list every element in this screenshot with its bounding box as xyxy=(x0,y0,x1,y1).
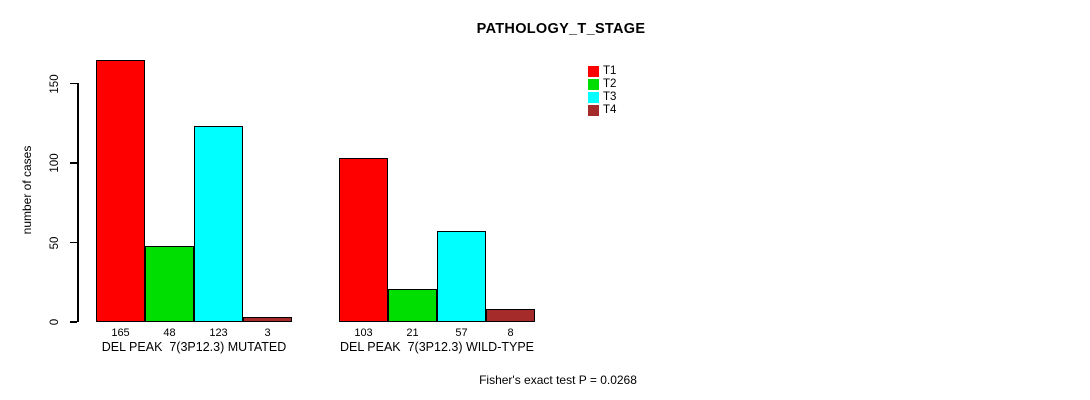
bar-t4-group1 xyxy=(243,317,292,322)
y-axis-tick-label: 0 xyxy=(49,318,61,326)
y-axis-tick-label: 150 xyxy=(49,73,61,94)
legend-item-t1: T1 xyxy=(588,65,616,78)
legend-swatch-t3 xyxy=(588,92,599,103)
bar-value-label: 3 xyxy=(264,327,271,339)
bar-value-label: 165 xyxy=(111,327,130,339)
bar-t2-group1 xyxy=(145,245,194,322)
chart-title: PATHOLOGY_T_STAGE xyxy=(476,21,646,37)
y-axis-label: number of cases xyxy=(20,145,34,235)
y-axis-line xyxy=(77,83,79,322)
group-label: DEL PEAK 7(3P12.3) MUTATED xyxy=(101,340,287,354)
y-axis-tick-label: 50 xyxy=(49,236,61,249)
bar-value-label: 123 xyxy=(209,327,228,339)
bar-value-label: 8 xyxy=(507,327,514,339)
bar-t3-group2 xyxy=(437,231,486,322)
bar-value-label: 21 xyxy=(406,327,419,339)
legend-item-t4: T4 xyxy=(588,104,616,117)
bar-value-label: 103 xyxy=(354,327,373,339)
legend-swatch-t2 xyxy=(588,79,599,90)
legend-label-t3: T3 xyxy=(603,91,617,103)
bar-value-label: 57 xyxy=(455,327,468,339)
y-axis-tick-label: 100 xyxy=(49,153,61,173)
bar-t3-group1 xyxy=(194,126,243,322)
legend-label-t1: T1 xyxy=(603,65,617,77)
legend-item-t3: T3 xyxy=(588,91,616,104)
bar-t4-group2 xyxy=(486,309,535,322)
group-label: DEL PEAK 7(3P12.3) WILD-TYPE xyxy=(339,340,535,354)
legend-label-t4: T4 xyxy=(603,104,617,116)
legend-swatch-t4 xyxy=(588,105,599,116)
y-axis-tick xyxy=(70,162,77,164)
legend-swatch-t1 xyxy=(588,66,599,77)
bar-t1-group2 xyxy=(339,158,388,322)
y-axis-tick xyxy=(70,241,77,244)
legend-label-t2: T2 xyxy=(603,78,617,90)
legend-item-t2: T2 xyxy=(588,78,616,91)
y-axis-tick xyxy=(70,321,77,323)
statistical-test-annotation: Fisher's exact test P = 0.0268 xyxy=(479,373,637,387)
bar-value-label: 48 xyxy=(163,327,176,339)
bar-t2-group2 xyxy=(388,288,437,322)
legend: T1 T2 T3 T4 xyxy=(588,65,616,117)
y-axis-tick xyxy=(70,82,77,85)
bar-t1-group1 xyxy=(96,59,145,322)
